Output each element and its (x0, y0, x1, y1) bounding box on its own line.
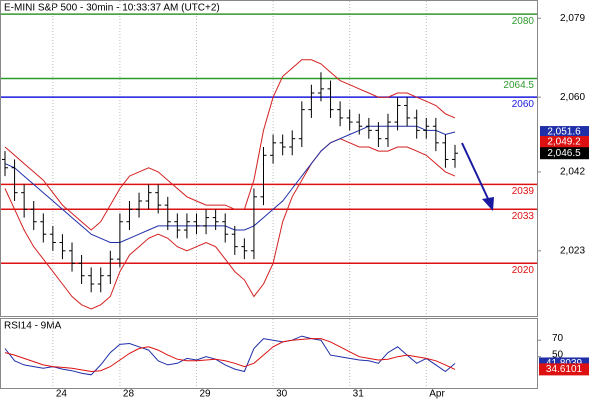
price-badge-label: 2,051.6 (547, 127, 581, 138)
x-tick-label: 28 (123, 389, 135, 400)
value-badge-label: 34.6101 (546, 364, 583, 375)
value-badge (539, 363, 589, 376)
level-label: 2080 (512, 16, 535, 27)
price-badge (540, 136, 589, 149)
level-label: 2033 (512, 211, 535, 222)
indicator-line (4, 59, 456, 231)
price-badge-label: 2,046.5 (547, 148, 581, 159)
arrow-head (482, 197, 494, 211)
indicator-line (4, 138, 456, 310)
chart-title: E-MINI S&P 500 - 30min - 10:33:37 AM (UT… (4, 3, 220, 14)
level-label: 2064.5 (503, 80, 534, 91)
price-panel (0, 0, 538, 317)
y-tick-label: 2,060 (560, 92, 585, 103)
price-badge (540, 147, 589, 160)
price-badge-label: 2,049.2 (547, 137, 581, 148)
x-tick-label: 29 (199, 389, 211, 400)
y-tick-label: 2,079 (560, 13, 585, 24)
x-tick-label: Apr (429, 389, 445, 400)
y-tick-label: 2,023 (560, 245, 585, 256)
x-tick-label: 30 (276, 389, 288, 400)
price-badge (540, 126, 589, 139)
rsi-title: RSI14 - 9MA (4, 321, 62, 332)
indicator-line (4, 338, 456, 373)
level-label: 2039 (512, 186, 535, 197)
y-tick-label: 70 (552, 333, 564, 344)
arrow (461, 142, 491, 204)
rsi-panel (0, 318, 538, 389)
x-tick-label: 24 (56, 389, 68, 400)
level-label: 2020 (512, 265, 535, 276)
x-tick-label: 31 (353, 389, 365, 400)
indicator-line (4, 125, 456, 243)
level-label: 2060 (512, 99, 535, 110)
y-tick-label: 50 (552, 349, 564, 360)
indicator-line (4, 335, 456, 376)
y-tick-label: 2,042 (560, 167, 585, 178)
